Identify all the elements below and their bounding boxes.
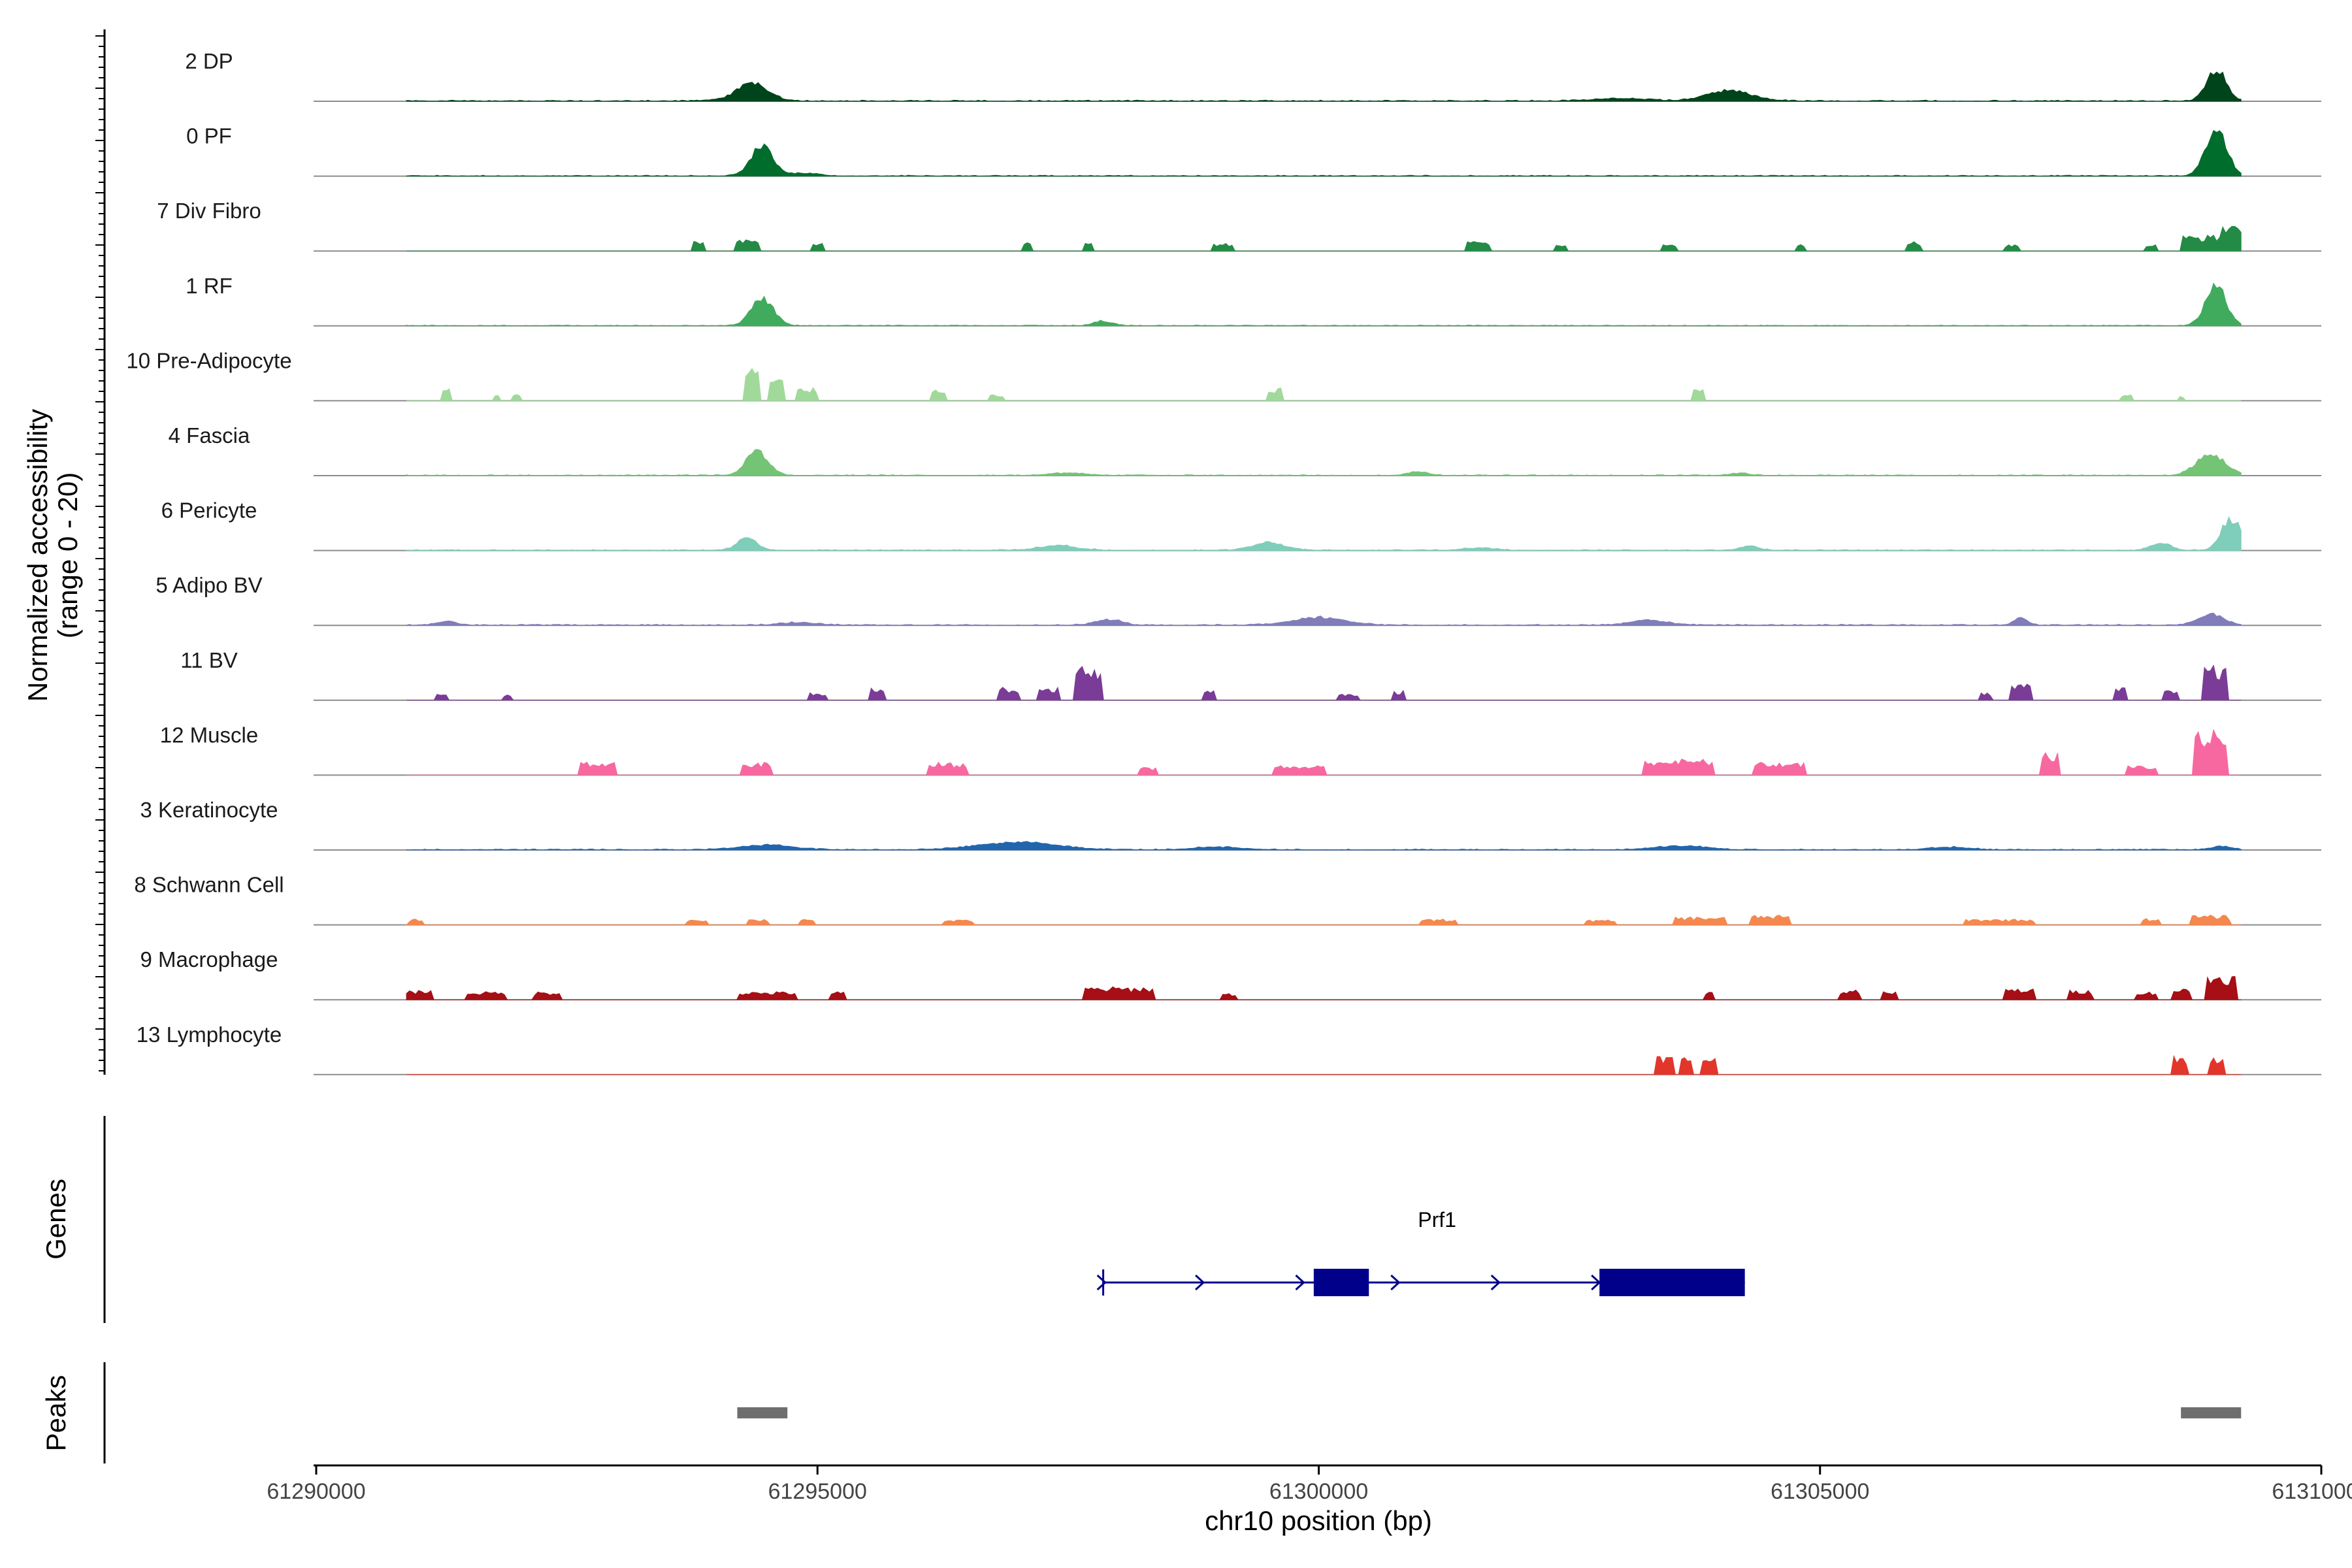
track-label: 10 Pre-Adipocyte <box>126 348 291 372</box>
coverage-area <box>406 841 2242 851</box>
track-6-pericyte: 6 Pericyte <box>161 498 2321 551</box>
track-11-bv: 11 BV <box>180 648 2321 701</box>
coverage-area <box>406 71 2242 102</box>
coverage-area <box>405 915 2242 926</box>
x-axis-ticks: 61290000 61295000 61300000 61305000 61310000 <box>267 1465 2352 1504</box>
x-tick-label: 61295000 <box>768 1479 867 1504</box>
track-label: 0 PF <box>186 124 232 148</box>
y-axis-title-line2: (range 0 - 20) <box>52 472 83 638</box>
track-label: 8 Schwann Cell <box>134 873 284 897</box>
track-label: 7 Div Fibro <box>157 199 261 223</box>
track-12-muscle: 12 Muscle <box>160 723 2321 776</box>
coverage-area <box>406 664 2242 701</box>
coverage-area <box>406 129 2242 177</box>
x-axis-title: chr10 position (bp) <box>1205 1505 1432 1536</box>
gene-strand-arrow <box>1195 1274 1205 1291</box>
track-label: 13 Lymphocyte <box>137 1022 282 1047</box>
track-label: 11 BV <box>180 648 237 672</box>
y-axis-title-line1: Normalized accessibility <box>22 409 53 702</box>
track-2-dp: 2 DP <box>185 49 2321 102</box>
track-label: 9 Macrophage <box>140 947 278 972</box>
x-tick-label: 61305000 <box>1771 1479 1869 1504</box>
track-label: 12 Muscle <box>160 723 258 747</box>
peaks-panel-label: Peaks <box>41 1375 71 1452</box>
coverage-area <box>406 368 2242 401</box>
coverage-area <box>406 449 2242 476</box>
gene-strand-arrow <box>1096 1274 1107 1291</box>
peak-region <box>2181 1407 2242 1418</box>
gene-exon <box>1313 1269 1369 1296</box>
track-10-pre-adipocyte: 10 Pre-Adipocyte <box>126 348 2321 402</box>
peak-region <box>737 1407 788 1418</box>
x-tick-label: 61300000 <box>1269 1479 1368 1504</box>
gene-strand-arrow <box>1490 1274 1501 1291</box>
genes-panel-label: Genes <box>41 1179 71 1260</box>
track-label: 3 Keratinocyte <box>140 798 278 822</box>
track-1-rf: 1 RF <box>186 274 2321 327</box>
track-label: 4 Fascia <box>169 423 250 448</box>
x-tick-label: 61290000 <box>267 1479 365 1504</box>
gene-strand-arrow <box>1295 1274 1305 1291</box>
coverage-area <box>406 1054 2242 1075</box>
track-5-adipo-bv: 5 Adipo BV <box>155 573 2321 627</box>
coverage-area <box>406 728 2242 776</box>
coverage-area <box>406 225 2242 252</box>
track-3-keratinocyte: 3 Keratinocyte <box>140 798 2321 851</box>
coverage-area <box>406 975 2242 1000</box>
peak-track <box>737 1407 2242 1418</box>
gene-strand-arrow <box>1390 1274 1401 1291</box>
coverage-area <box>406 612 2242 626</box>
gene-name-label: Prf1 <box>1418 1208 1456 1232</box>
track-8-schwann-cell: 8 Schwann Cell <box>134 873 2321 926</box>
gene-exon <box>1599 1269 1745 1296</box>
gene-track: Prf1 <box>1096 1208 1745 1296</box>
coverage-area <box>406 515 2242 551</box>
track-0-pf: 0 PF <box>186 124 2321 177</box>
track-9-macrophage: 9 Macrophage <box>140 947 2321 1001</box>
track-label: 6 Pericyte <box>161 498 257 523</box>
coverage-y-ticks <box>95 35 105 1071</box>
track-4-fascia: 4 Fascia <box>169 423 2321 476</box>
track-13-lymphocyte: 13 Lymphocyte <box>137 1022 2321 1075</box>
track-label: 2 DP <box>185 49 233 73</box>
track-label: 1 RF <box>186 274 233 298</box>
track-7-div-fibro: 7 Div Fibro <box>157 199 2321 252</box>
coverage-area <box>406 282 2242 327</box>
x-tick-label: 61310000 <box>2272 1479 2352 1504</box>
track-label: 5 Adipo BV <box>155 573 262 597</box>
coverage-tracks: 2 DP 0 PF 7 Div Fibro 1 RF 10 Pre-Adipocyte 4… <box>126 49 2321 1075</box>
